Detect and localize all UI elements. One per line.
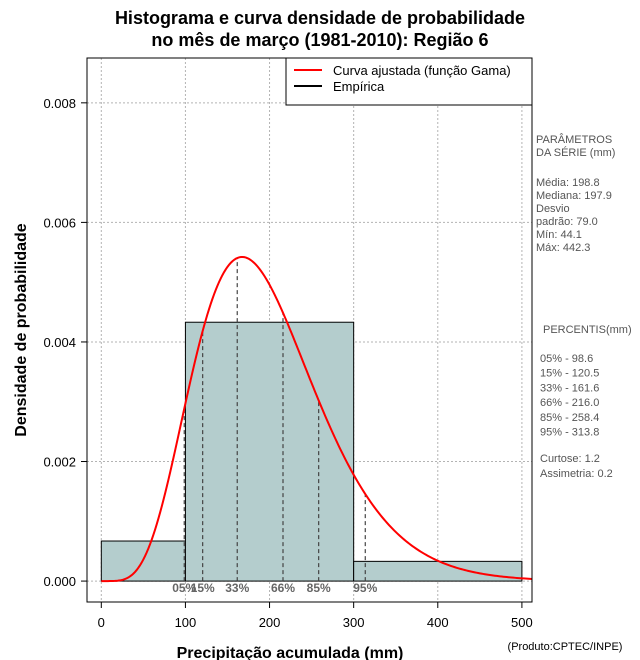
x-tick-label: 0 [98,615,105,630]
percentil-line: 66% - 216.0 [540,397,599,409]
x-axis-title: Precipitação acumulada (mm) [177,645,404,660]
percentile-label-33: 33% [225,581,249,595]
histogram-bar-2 [184,321,355,582]
percentil-line: 85% - 258.4 [540,412,599,424]
percentil-line: 33% - 161.6 [540,382,599,394]
histogram-bar-3 [353,560,523,582]
chart-title-line-1: Histograma e curva densidade de probabil… [115,8,525,28]
x-tick-label: 100 [175,615,197,630]
product-credit: (Produto:CPTEC/INPE) [508,641,623,653]
shape-stat-line: Curtose: 1.2 [540,453,600,465]
param-line: Média: 198.8 [536,177,600,189]
percentile-label-85: 85% [307,581,331,595]
percentile-label-15: 15% [191,581,215,595]
legend-entry-2: Empírica [333,79,385,94]
percentile-label-05: 05% [172,581,196,595]
x-tick-label: 200 [259,615,281,630]
param-line: padrão: 79.0 [536,216,598,228]
y-tick-label: 0.004 [43,335,76,350]
x-tick-label: 400 [427,615,449,630]
param-line: Mediana: 197.9 [536,190,612,202]
y-tick-label: 0.006 [43,215,76,230]
params-title-line: PARÂMETROS [536,133,612,146]
param-line: Desvio [536,203,570,215]
legend-box [285,57,533,106]
x-tick-label: 500 [511,615,533,630]
chart-title-line-2: no mês de março (1981-2010): Região 6 [151,30,488,50]
percentile-label-66: 66% [271,581,295,595]
percentil-line: 95% - 313.8 [540,427,599,439]
param-line: Mín: 44.1 [536,229,582,241]
gamma-fit-curve [101,255,533,583]
param-line: Máx: 442.3 [536,242,590,254]
y-axis-title: Densidade de probabilidade [13,223,30,436]
shape-stat-line: Assimetria: 0.2 [540,468,613,480]
y-tick-label: 0.000 [43,574,76,589]
percentile-label-95: 95% [353,581,377,595]
params-title-line: DA SÉRIE (mm) [536,146,615,159]
y-tick-label: 0.002 [43,455,76,470]
legend-entry-1: Curva ajustada (função Gama) [333,63,511,78]
percentis-title: PERCENTIS(mm) [543,324,632,336]
percentil-line: 15% - 120.5 [540,368,599,380]
y-tick-label: 0.008 [43,96,76,111]
x-tick-label: 300 [343,615,365,630]
percentil-line: 05% - 98.6 [540,353,593,365]
